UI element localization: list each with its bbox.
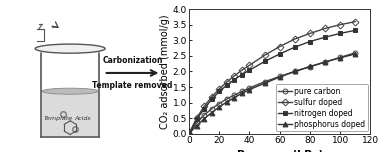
phosphorus doped (323, 61, 327, 63)
phosphorus doped (209, 112, 214, 114)
sulfur doped (194, 117, 199, 119)
sulfur doped (217, 88, 222, 90)
Text: Template removed: Template removed (92, 81, 173, 90)
pure carbon (209, 108, 214, 110)
Bar (42, 90, 98, 136)
Line: sulfur doped: sulfur doped (187, 19, 358, 136)
sulfur doped (338, 24, 342, 26)
phosphorus doped (202, 118, 206, 120)
pure carbon (247, 87, 252, 89)
nitrogen doped (194, 119, 199, 120)
sulfur doped (225, 81, 229, 83)
pure carbon (293, 71, 297, 72)
pure carbon (187, 133, 191, 135)
phosphorus doped (187, 133, 191, 135)
nitrogen doped (187, 133, 191, 135)
X-axis label: Pressure (kPa): Pressure (kPa) (237, 150, 323, 152)
sulfur doped (202, 105, 206, 107)
pure carbon (338, 57, 342, 58)
nitrogen doped (217, 90, 222, 92)
nitrogen doped (262, 60, 267, 62)
sulfur doped (232, 75, 237, 77)
phosphorus doped (232, 97, 237, 98)
sulfur doped (209, 96, 214, 98)
pure carbon (323, 61, 327, 63)
nitrogen doped (209, 98, 214, 100)
sulfur doped (353, 21, 358, 22)
Ellipse shape (42, 88, 98, 94)
pure carbon (308, 66, 312, 68)
pure carbon (353, 52, 358, 54)
Text: Carbonization: Carbonization (102, 56, 163, 65)
phosphorus doped (217, 106, 222, 108)
nitrogen doped (232, 79, 237, 80)
phosphorus doped (353, 53, 358, 55)
Legend: pure carbon, sulfur doped, nitrogen doped, phosphorus doped: pure carbon, sulfur doped, nitrogen dope… (276, 84, 368, 131)
pure carbon (202, 114, 206, 116)
nitrogen doped (293, 46, 297, 48)
phosphorus doped (262, 82, 267, 84)
Text: Template: Template (43, 116, 73, 121)
sulfur doped (240, 69, 244, 71)
Ellipse shape (35, 44, 105, 53)
nitrogen doped (225, 84, 229, 86)
pure carbon (194, 122, 199, 124)
nitrogen doped (308, 41, 312, 42)
phosphorus doped (240, 92, 244, 94)
nitrogen doped (202, 108, 206, 110)
Y-axis label: CO₂ adsorbed (mmol/g): CO₂ adsorbed (mmol/g) (160, 14, 170, 129)
Text: Acids: Acids (74, 116, 91, 121)
phosphorus doped (225, 101, 229, 103)
phosphorus doped (308, 66, 312, 67)
pure carbon (262, 81, 267, 83)
sulfur doped (293, 38, 297, 40)
sulfur doped (308, 33, 312, 34)
pure carbon (277, 76, 282, 77)
pure carbon (217, 103, 222, 104)
nitrogen doped (247, 69, 252, 71)
sulfur doped (323, 28, 327, 29)
sulfur doped (187, 133, 191, 135)
pure carbon (232, 94, 237, 96)
phosphorus doped (338, 57, 342, 59)
pure carbon (225, 98, 229, 100)
phosphorus doped (247, 89, 252, 90)
Line: phosphorus doped: phosphorus doped (187, 52, 358, 136)
sulfur doped (247, 64, 252, 66)
nitrogen doped (353, 29, 358, 31)
phosphorus doped (194, 125, 199, 127)
pure carbon (240, 90, 244, 92)
nitrogen doped (323, 36, 327, 38)
nitrogen doped (240, 74, 244, 76)
nitrogen doped (338, 33, 342, 34)
sulfur doped (262, 54, 267, 56)
Line: pure carbon: pure carbon (187, 50, 358, 136)
Line: nitrogen doped: nitrogen doped (187, 28, 358, 136)
phosphorus doped (277, 76, 282, 78)
phosphorus doped (293, 71, 297, 72)
nitrogen doped (277, 53, 282, 55)
sulfur doped (277, 46, 282, 47)
